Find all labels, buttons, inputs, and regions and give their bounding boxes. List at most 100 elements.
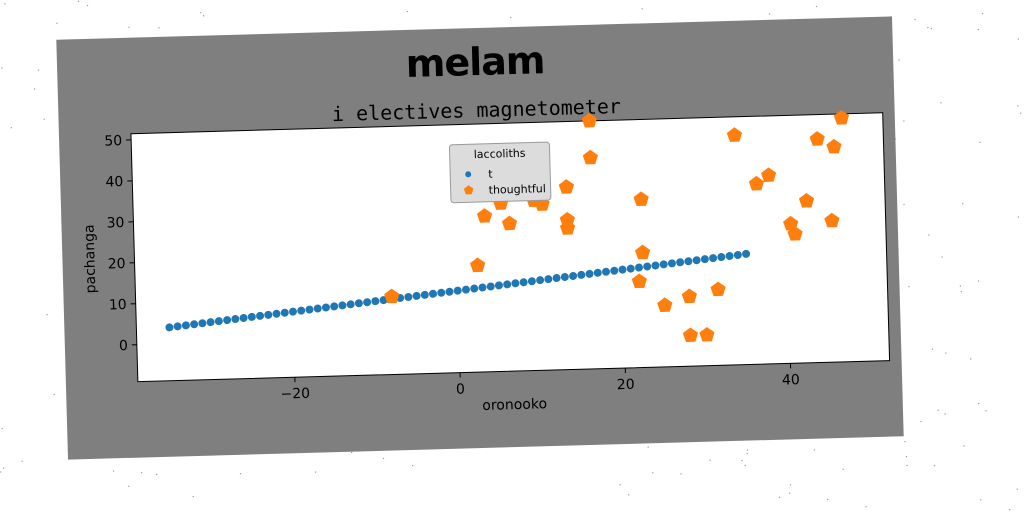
noise-speck	[903, 203, 905, 206]
data-point-thoughtful	[760, 167, 777, 182]
y-axis: 0 10 20 30 40 50	[104, 133, 137, 354]
noise-speck	[944, 413, 946, 415]
data-point-thoughtful	[635, 244, 651, 260]
noise-speck	[37, 69, 40, 71]
noise-speck	[940, 102, 942, 104]
data-point-t	[346, 300, 355, 309]
legend: laccoliths t thoughtful	[448, 141, 552, 204]
data-point-thoughtful	[501, 215, 518, 231]
data-point-thoughtful	[633, 191, 649, 207]
data-point-t	[313, 304, 322, 313]
noise-speck	[908, 286, 910, 288]
noise-speck	[827, 498, 829, 501]
data-point-t	[560, 273, 569, 282]
noise-speck	[741, 459, 743, 462]
data-point-t	[437, 288, 446, 297]
y-tick-label: 30	[106, 215, 124, 231]
data-point-thoughtful	[558, 179, 575, 194]
noise-speck	[978, 280, 980, 282]
y-tick-label: 40	[105, 174, 123, 190]
data-point-t	[297, 306, 306, 315]
y-tick-label: 20	[108, 256, 126, 272]
data-point-t	[610, 266, 619, 275]
noise-speck	[962, 203, 964, 205]
noise-speck	[789, 492, 791, 494]
data-point-thoughtful	[582, 149, 598, 165]
noise-speck	[746, 449, 748, 451]
data-point-t	[223, 316, 232, 325]
noise-speck	[898, 59, 900, 61]
data-point-t	[214, 317, 223, 326]
noise-speck	[77, 0, 80, 3]
noise-speck	[1009, 509, 1011, 511]
data-point-thoughtful	[826, 138, 842, 154]
data-point-t	[305, 305, 314, 314]
noise-speck	[628, 494, 630, 496]
legend-marker-thoughtful	[463, 185, 474, 195]
data-point-t	[552, 274, 561, 283]
data-point-t	[288, 307, 297, 316]
data-point-t	[700, 255, 709, 264]
data-point-t	[684, 257, 693, 266]
data-point-t	[717, 253, 726, 262]
noise-speck	[192, 496, 194, 498]
data-point-t	[239, 313, 248, 322]
noise-speck	[510, 16, 512, 18]
data-point-t	[593, 268, 602, 277]
noise-speck	[86, 4, 89, 7]
noise-speck	[960, 291, 962, 293]
noise-speck	[1020, 112, 1022, 114]
legend-label-thoughtful: thoughtful	[488, 182, 545, 197]
noise-speck	[158, 27, 160, 29]
data-point-t	[190, 320, 199, 329]
noise-speck	[141, 472, 143, 474]
data-point-t	[486, 282, 495, 291]
noise-speck	[906, 464, 908, 466]
data-point-t	[494, 281, 503, 290]
data-point-t	[429, 289, 438, 298]
y-tick-label: 50	[104, 133, 122, 149]
noise-speck	[1016, 488, 1018, 490]
data-point-thoughtful	[681, 288, 697, 304]
data-point-t	[173, 322, 182, 331]
noise-speck	[927, 27, 929, 29]
noise-speck	[980, 499, 982, 501]
y-tick-label: 0	[119, 338, 128, 354]
data-point-t	[659, 260, 668, 269]
data-point-t	[742, 249, 751, 258]
noise-speck	[709, 459, 711, 461]
noise-speck	[746, 452, 748, 455]
noise-speck	[156, 473, 158, 476]
noise-speck	[647, 446, 649, 448]
noise-speck	[842, 468, 844, 470]
noise-speck	[963, 445, 965, 447]
noise-speck	[945, 352, 947, 354]
noise-speck	[0, 471, 2, 473]
data-point-t	[470, 284, 479, 293]
data-point-t	[569, 271, 578, 280]
data-point-t	[354, 299, 363, 308]
noise-speck	[21, 460, 23, 462]
noise-speck	[351, 451, 353, 454]
noise-speck	[941, 256, 943, 258]
data-point-t	[247, 312, 256, 321]
noise-speck	[1017, 216, 1019, 218]
data-point-t	[725, 252, 734, 261]
data-point-thoughtful	[699, 327, 715, 342]
noise-speck	[4, 3, 6, 5]
noise-speck	[865, 506, 867, 508]
noise-speck	[930, 28, 932, 30]
noise-speck	[1017, 105, 1019, 107]
data-point-t	[536, 276, 545, 285]
data-point-t	[363, 298, 372, 307]
data-point-t	[280, 308, 289, 317]
data-point-thoughtful	[384, 288, 400, 304]
noise-speck	[56, 22, 58, 24]
data-point-t	[602, 267, 611, 276]
data-point-t	[733, 250, 742, 259]
data-point-t	[519, 278, 528, 287]
data-point-t	[404, 292, 413, 301]
data-point-thoughtful	[581, 112, 597, 128]
noise-speck	[789, 484, 792, 486]
noise-speck	[903, 120, 905, 122]
